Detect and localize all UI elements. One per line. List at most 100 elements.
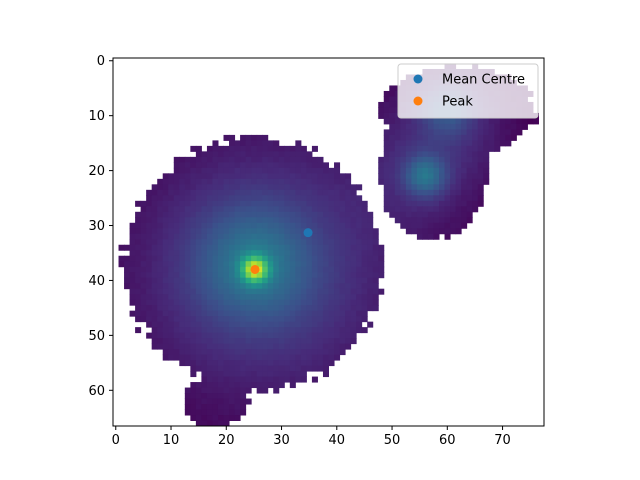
heatmap-cell — [278, 354, 285, 361]
heatmap-cell — [278, 228, 285, 235]
heatmap-cell — [516, 118, 523, 125]
heatmap-cell — [135, 294, 142, 301]
heatmap-cell — [345, 178, 352, 185]
heatmap-cell — [217, 343, 225, 350]
heatmap-cell — [240, 316, 247, 323]
heatmap-cell — [273, 145, 280, 152]
heatmap-cell — [267, 310, 274, 317]
heatmap-cell — [217, 332, 225, 339]
heatmap-cell — [427, 189, 434, 196]
heatmap-cell — [256, 239, 263, 246]
heatmap-cell — [151, 321, 158, 328]
heatmap-cell — [179, 338, 186, 345]
heatmap-cell — [311, 195, 318, 202]
heatmap-cell — [256, 376, 263, 383]
heatmap-cell — [350, 272, 357, 279]
heatmap-cell — [289, 321, 296, 328]
marker-peak — [250, 264, 260, 274]
heatmap-cell — [461, 167, 468, 174]
heatmap-cell — [179, 266, 186, 273]
heatmap-cell — [433, 200, 440, 207]
heatmap-cell — [201, 250, 208, 257]
heatmap-cell — [389, 162, 396, 169]
heatmap-cell — [195, 283, 202, 290]
heatmap-cell — [339, 211, 346, 218]
heatmap-cell — [251, 343, 258, 350]
heatmap-cell — [422, 189, 429, 196]
heatmap-cell — [334, 321, 341, 328]
heatmap-cell — [450, 217, 457, 224]
heatmap-cell — [394, 167, 401, 174]
heatmap-cell — [256, 261, 263, 268]
heatmap-cell — [146, 299, 153, 306]
heatmap-cell — [367, 255, 374, 262]
heatmap-cell — [300, 184, 307, 191]
heatmap-cell — [411, 123, 418, 130]
heatmap-cell — [439, 134, 446, 141]
heatmap-cell — [206, 294, 213, 301]
heatmap-cell — [273, 140, 280, 147]
heatmap-cell — [179, 343, 186, 350]
heatmap-cell — [289, 332, 296, 339]
heatmap-cell — [179, 255, 186, 262]
heatmap-cell — [223, 349, 230, 356]
heatmap-cell — [306, 365, 313, 372]
heatmap-cell — [295, 360, 302, 367]
heatmap-cell — [195, 239, 202, 246]
heatmap-cell — [129, 233, 136, 240]
heatmap-cell — [201, 162, 208, 169]
heatmap-cell — [262, 250, 269, 257]
heatmap-cell — [289, 272, 296, 279]
heatmap-cell — [300, 261, 307, 268]
heatmap-cell — [289, 277, 296, 284]
heatmap-cell — [212, 288, 219, 295]
heatmap-cell — [201, 382, 208, 389]
heatmap-cell — [450, 140, 457, 147]
heatmap-cell — [223, 167, 230, 174]
heatmap-cell — [195, 255, 202, 262]
heatmap-cell — [400, 118, 407, 125]
heatmap-cell — [190, 200, 197, 207]
heatmap-cell — [472, 167, 479, 174]
heatmap-cell — [201, 206, 208, 213]
heatmap-cell — [184, 184, 191, 191]
heatmap-cell — [217, 371, 225, 378]
heatmap-cell — [234, 316, 241, 323]
heatmap-cell — [345, 255, 352, 262]
heatmap-cell — [328, 299, 335, 306]
heatmap-cell — [422, 178, 429, 185]
heatmap-cell — [311, 145, 318, 152]
heatmap-cell — [184, 343, 191, 350]
heatmap-cell — [234, 156, 241, 163]
heatmap-cell — [157, 211, 164, 218]
heatmap-cell — [350, 217, 357, 224]
heatmap-cell — [334, 239, 341, 246]
heatmap-cell — [240, 250, 247, 257]
heatmap-cell — [223, 415, 230, 421]
heatmap-cell — [157, 195, 164, 202]
heatmap-cell — [124, 266, 131, 273]
heatmap-cell — [179, 206, 186, 213]
heatmap-cell — [262, 365, 269, 372]
heatmap-cell — [389, 134, 396, 141]
heatmap-cell — [256, 189, 263, 196]
heatmap-cell — [206, 382, 213, 389]
heatmap-cell — [378, 244, 385, 251]
heatmap-cell — [317, 332, 324, 339]
heatmap-cell — [328, 272, 335, 279]
heatmap-cell — [223, 195, 230, 202]
heatmap-cell — [455, 173, 462, 180]
heatmap-cell — [129, 288, 136, 295]
heatmap-cell — [195, 332, 202, 339]
y-tick-label: 30 — [88, 219, 105, 234]
heatmap-cell — [234, 398, 241, 405]
heatmap-cell — [394, 184, 401, 191]
heatmap-cell — [234, 222, 241, 229]
heatmap-cell — [405, 145, 412, 152]
heatmap-cell — [273, 321, 280, 328]
heatmap-cell — [444, 118, 451, 125]
heatmap-cell — [350, 184, 357, 191]
heatmap-cell — [405, 206, 412, 213]
heatmap-cell — [184, 404, 191, 411]
heatmap-cell — [472, 140, 479, 147]
